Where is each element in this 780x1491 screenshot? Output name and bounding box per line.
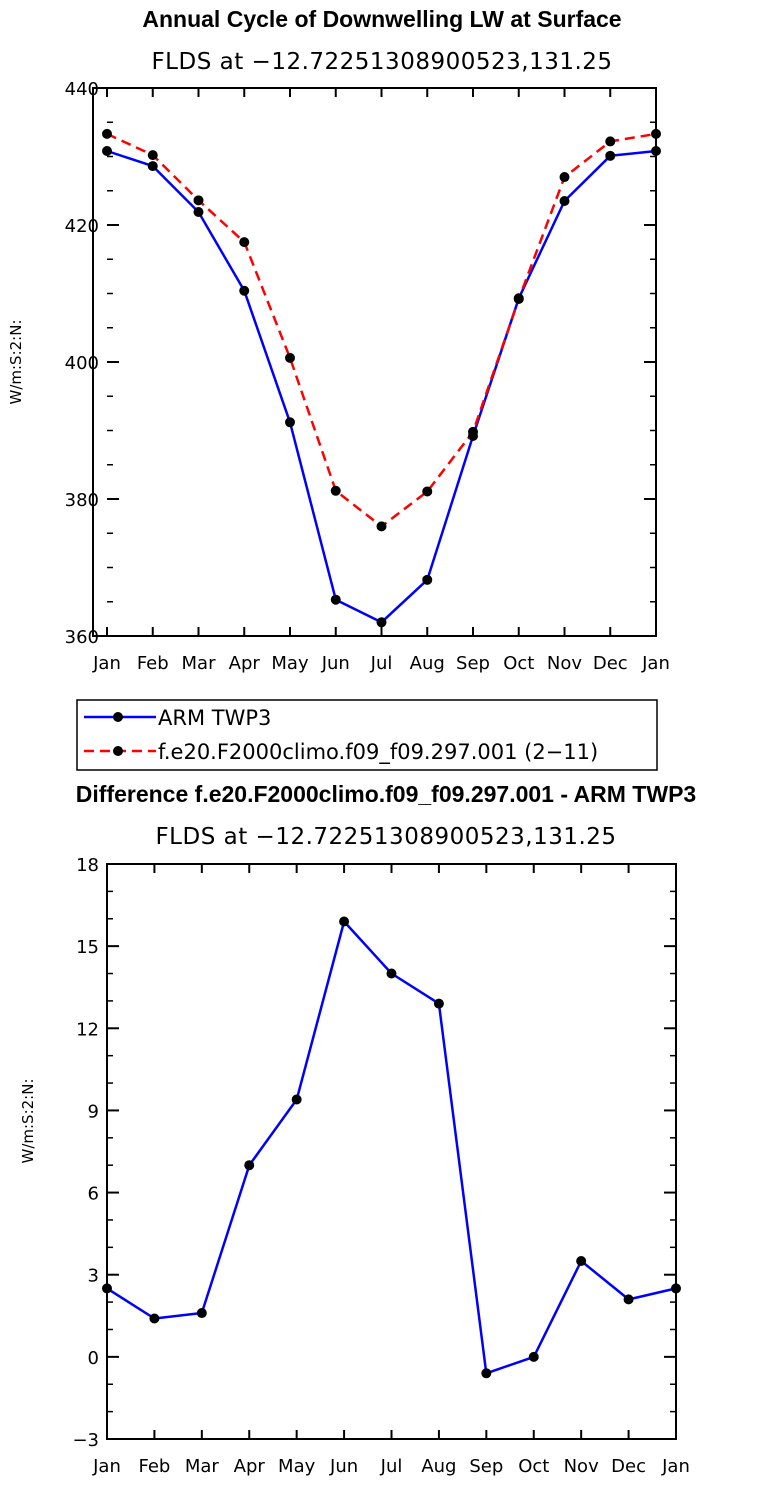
y-tick-label: 12 — [76, 1019, 99, 1040]
bottom-chart-axes: Jan Feb Mar Apr May Jun Jul Aug Sep Oct Nov Dec Jan −… — [72, 855, 689, 1477]
x-tick-label: Aug — [421, 1456, 456, 1477]
y-tick-label: 15 — [76, 937, 99, 958]
data-point-s1-2 — [193, 195, 204, 206]
data-point-s0-3 — [239, 285, 250, 296]
x-tick-label: Feb — [137, 653, 169, 674]
y-tick-label: 420 — [65, 216, 99, 237]
data-point-s0-2 — [193, 206, 204, 217]
x-tick-label: Dec — [611, 1456, 646, 1477]
y-tick-label: 6 — [88, 1184, 99, 1205]
bottom-chart-ylabel: W/m:S:2:N: — [19, 1079, 37, 1164]
data-point-s0-10 — [576, 1256, 587, 1267]
data-point-s0-0 — [102, 146, 112, 157]
legend-label-model: f.e20.F2000climo.f09_f09.297.001 (2−11) — [158, 740, 598, 765]
data-point-s1-4 — [285, 352, 295, 363]
x-tick-label: Mar — [185, 1456, 220, 1477]
x-tick-label: Apr — [229, 653, 261, 674]
data-point-s0-6 — [386, 968, 397, 979]
data-point-s1-7 — [422, 486, 433, 497]
data-point-s0-11 — [623, 1294, 634, 1305]
data-point-s0-7 — [433, 998, 444, 1009]
data-point-s0-4 — [285, 417, 295, 428]
data-point-s1-9 — [513, 293, 524, 304]
data-point-s0-7 — [422, 574, 433, 585]
x-tick-label: Jan — [92, 653, 121, 674]
x-tick-label: Oct — [503, 653, 534, 674]
data-point-s1-10 — [559, 172, 570, 183]
x-tick-label: Mar — [182, 653, 217, 674]
y-tick-label: 3 — [88, 1266, 99, 1287]
x-tick-label: Jun — [321, 653, 350, 674]
data-point-s0-3 — [244, 1160, 255, 1171]
data-point-s1-5 — [330, 485, 341, 496]
data-point-s0-1 — [147, 161, 158, 172]
legend-item-arm: ARM TWP3 — [84, 706, 271, 730]
legend-marker-model — [113, 746, 123, 756]
y-tick-label: 9 — [88, 1101, 99, 1122]
x-tick-label: Jul — [380, 1456, 403, 1477]
x-tick-label: Feb — [138, 1456, 170, 1477]
x-tick-label: Sep — [456, 653, 490, 674]
x-tick-label: May — [271, 653, 309, 674]
data-point-s0-10 — [559, 196, 570, 207]
data-point-s1-3 — [239, 237, 250, 248]
data-point-s0-11 — [605, 150, 616, 161]
data-point-s1-11 — [605, 136, 616, 147]
data-point-s0-5 — [330, 594, 341, 605]
bottom-chart-series — [102, 916, 681, 1379]
data-point-s0-9 — [528, 1351, 539, 1362]
data-point-s1-1 — [147, 150, 158, 161]
top-chart-title: Annual Cycle of Downwelling LW at Surfac… — [142, 6, 621, 32]
y-tick-label: −3 — [72, 1430, 99, 1451]
bottom-chart-subtitle: FLDS at −12.72251308900523,131.25 — [155, 824, 616, 850]
x-tick-label: Jan — [641, 653, 670, 674]
x-tick-label: Jun — [329, 1456, 358, 1477]
y-tick-label: 440 — [65, 79, 99, 100]
legend-box — [76, 699, 658, 771]
legend-item-model: f.e20.F2000climo.f09_f09.297.001 (2−11) — [84, 740, 598, 765]
legend-label-arm: ARM TWP3 — [158, 706, 271, 730]
y-tick-label: 380 — [65, 490, 99, 511]
x-tick-label: May — [278, 1456, 316, 1477]
legend: ARM TWP3 f.e20.F2000climo.f09_f09.297.00… — [76, 699, 658, 771]
data-point-s1-8 — [468, 426, 478, 437]
x-tick-label: Apr — [234, 1456, 266, 1477]
top-chart-series — [102, 128, 661, 628]
series-line-0 — [106, 920, 677, 1375]
x-tick-label: Nov — [564, 1456, 599, 1477]
top-chart: Annual Cycle of Downwelling LW at Surfac… — [7, 6, 670, 674]
x-tick-label: Jan — [92, 1456, 121, 1477]
data-point-s1-6 — [376, 521, 387, 532]
series-line-0 — [106, 149, 657, 624]
data-point-s0-8 — [481, 1368, 492, 1379]
x-tick-label: Aug — [410, 653, 445, 674]
data-point-s0-2 — [196, 1308, 207, 1319]
data-point-s0-5 — [339, 916, 350, 927]
y-tick-label: 0 — [88, 1348, 99, 1369]
x-tick-label: Nov — [547, 653, 582, 674]
top-chart-ylabel: W/m:S:2:N: — [7, 320, 25, 405]
bottom-chart: Difference f.e20.F2000climo.f09_f09.297.… — [19, 781, 696, 1477]
y-tick-label: 18 — [76, 855, 99, 876]
data-point-s1-0 — [102, 128, 112, 139]
bottom-chart-title: Difference f.e20.F2000climo.f09_f09.297.… — [76, 781, 696, 807]
top-chart-axes: Jan Feb Mar Apr May Jun Jul Aug Sep Oct Nov Dec Jan 3… — [65, 79, 670, 674]
y-tick-label: 360 — [65, 627, 99, 648]
legend-marker-arm — [113, 712, 123, 722]
x-tick-label: Dec — [593, 653, 628, 674]
data-point-s0-6 — [376, 617, 387, 628]
data-point-s0-1 — [149, 1313, 160, 1324]
x-tick-label: Oct — [518, 1456, 549, 1477]
y-tick-label: 400 — [65, 353, 99, 374]
top-chart-frame — [92, 87, 657, 637]
bottom-chart-frame — [106, 863, 677, 1440]
data-point-s0-4 — [291, 1094, 302, 1105]
x-tick-label: Sep — [469, 1456, 503, 1477]
x-tick-label: Jan — [661, 1456, 690, 1477]
x-tick-label: Jul — [370, 653, 393, 674]
top-chart-subtitle: FLDS at −12.72251308900523,131.25 — [151, 49, 612, 75]
